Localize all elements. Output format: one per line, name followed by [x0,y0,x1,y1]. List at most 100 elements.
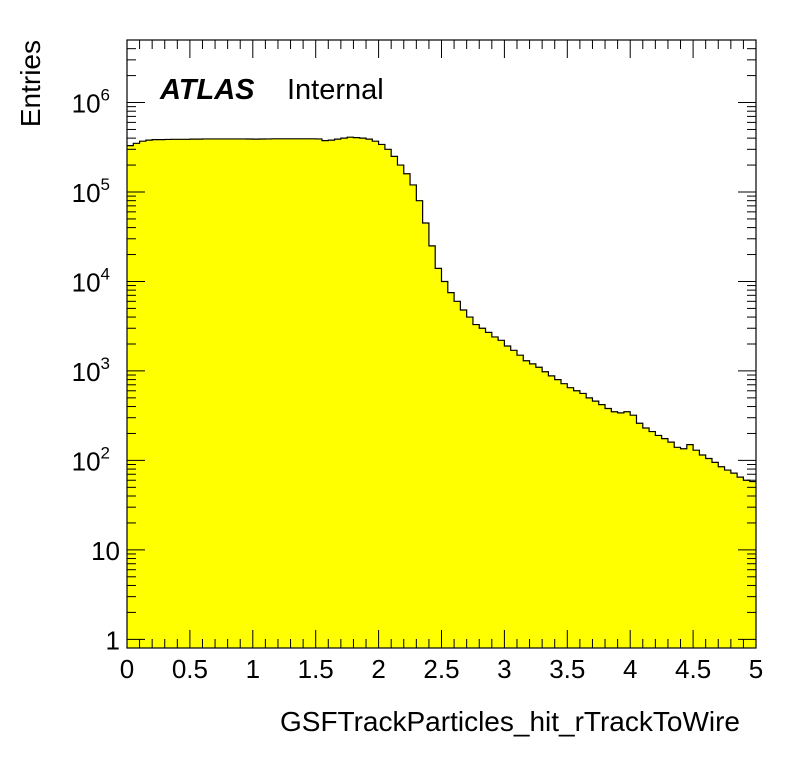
histogram-bin [435,268,442,648]
histogram-bin [265,138,273,648]
histogram-bin [347,137,354,648]
histogram-bin [523,360,530,648]
histogram-bin [441,281,449,648]
histogram-bin [479,328,486,648]
histogram-bin [259,139,266,648]
histogram-bin [655,435,663,648]
histogram-bin [737,477,744,648]
histogram-bin [510,350,518,648]
y-tick-base: 10 [72,178,101,208]
histogram-bin [579,393,587,648]
x-tick-label: 3 [497,654,511,684]
histogram-bin [277,138,285,649]
histogram-bin [183,139,191,649]
histogram-bin [454,301,461,648]
histogram-bin [315,138,323,648]
y-tick-base: 10 [91,536,120,566]
histogram-bin [693,450,700,648]
y-tick-base: 10 [72,446,101,476]
y-tick-label: 104 [72,264,110,297]
histogram-bin [667,442,675,648]
histogram-bin [410,184,417,649]
y-tick-exponent: 5 [101,175,110,194]
y-tick-base: 10 [72,357,101,387]
histogram-bin [554,379,562,648]
y-tick-label: 103 [72,354,110,387]
histogram-bin [491,336,499,648]
histogram-bin [353,137,361,648]
histogram-bin [724,470,732,648]
x-tick-label: 1.5 [298,654,334,684]
histogram-bin [309,138,317,649]
histogram-bin [422,223,430,648]
histogram-bin [711,462,719,648]
histogram-bin [674,447,681,648]
y-tick-label: 106 [72,86,110,119]
y-tick-label: 1 [106,625,120,655]
histogram-bin [529,363,537,648]
histogram-bin [561,383,568,648]
histogram-bin [227,138,235,648]
histogram-bin [378,144,386,648]
histogram-bin [730,473,738,648]
y-axis-title: Entries [15,40,46,127]
histogram-bin [164,139,172,648]
histogram-bin [152,139,159,648]
histogram-bin [246,139,254,648]
histogram-bin [189,139,197,649]
histogram-bin [586,397,593,648]
atlas-label: ATLAS [159,74,255,106]
histogram-bin [460,309,468,648]
x-tick-label: 2.5 [423,654,459,684]
histogram-bin [240,138,247,648]
histogram-bin [384,149,392,648]
histogram-bin [699,454,707,648]
histogram-bin [466,317,474,648]
histogram-bin [158,139,166,648]
x-tick-label: 0 [120,654,134,684]
histogram-bin [372,141,379,648]
histogram-bin [416,200,424,648]
histogram-bin [718,466,725,648]
histogram-bin [171,139,178,649]
histogram-bin [636,423,644,648]
histogram-bin [611,411,619,648]
x-axis-tick-labels: 0 0.5 1 1.5 2 2.5 3 3.5 4 4.5 5 [120,654,763,684]
histogram-bin [516,355,524,648]
histogram-bin [391,156,398,649]
histogram-bin [196,139,203,649]
x-tick-label: 0.5 [172,654,208,684]
histogram-bin [145,140,153,649]
histogram-bin [321,140,329,648]
histogram-bin [127,145,134,648]
histogram-bin [271,138,279,649]
histogram-bin [359,138,367,649]
histogram-bin [202,138,210,648]
histogram-bin [296,138,304,649]
histogram-bin [403,173,411,648]
y-tick-exponent: 4 [101,264,110,283]
x-tick-label: 5 [749,654,763,684]
y-tick-exponent: 3 [101,354,110,373]
histogram-bin [177,139,185,649]
y-tick-base: 1 [106,625,120,655]
histogram-bin [542,371,549,648]
x-tick-label: 4.5 [675,654,711,684]
histogram-bin [548,375,556,648]
histogram-bin [680,448,688,648]
x-tick-label: 2 [371,654,385,684]
histogram-bin [605,408,612,648]
histogram-bin [215,138,222,648]
histogram-bin [485,332,493,648]
histogram-bin [340,138,348,649]
histogram-bin [598,404,606,648]
histogram-bin [686,444,694,648]
y-tick-base: 10 [72,267,101,297]
histogram-bin [661,438,669,648]
x-tick-label: 1 [246,654,260,684]
histogram-bin [366,139,373,649]
histogram-bin [233,138,241,648]
x-tick-label: 4 [623,654,637,684]
